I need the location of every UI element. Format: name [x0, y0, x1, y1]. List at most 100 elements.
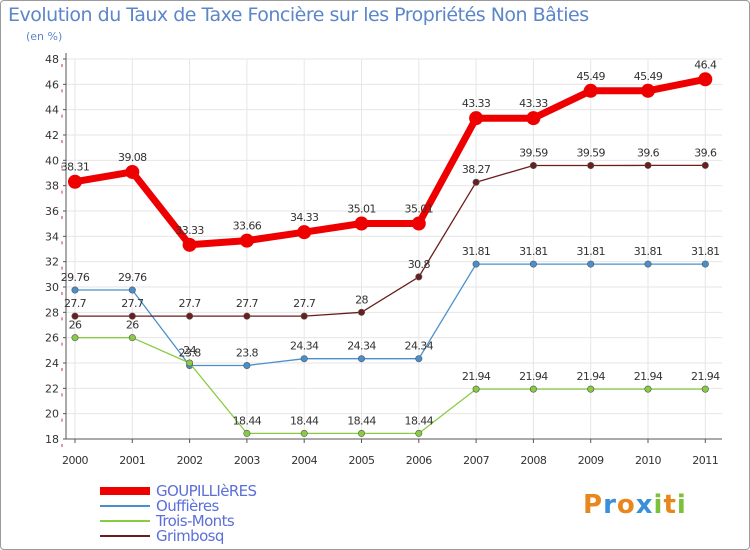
logo-letter: t [663, 490, 677, 520]
data-point [357, 429, 365, 437]
logo-letter: i [653, 490, 664, 520]
y-tick-label: 24 [45, 357, 59, 370]
data-point [354, 216, 369, 231]
data-point [644, 260, 652, 268]
data-label: 39.59 [519, 147, 548, 160]
data-label: 30.8 [408, 258, 431, 271]
data-point [128, 286, 136, 294]
data-point [701, 161, 709, 169]
data-point [243, 362, 251, 370]
data-label: 31.81 [576, 245, 605, 258]
data-point [587, 260, 595, 268]
data-label: 43.33 [462, 97, 491, 110]
data-point [300, 429, 308, 437]
legend-swatch [100, 505, 150, 507]
proxiti-logo: Proxiti [583, 490, 687, 520]
data-point [698, 72, 713, 87]
y-tick-label: 18 [45, 433, 59, 446]
data-point [587, 385, 595, 393]
data-label: 27.7 [64, 297, 87, 310]
x-tick-label: 2008 [520, 454, 546, 467]
data-point [243, 429, 251, 437]
data-label: 31.81 [462, 245, 491, 258]
data-point [415, 429, 423, 437]
data-label: 27.7 [179, 297, 202, 310]
data-label: 31.81 [519, 245, 548, 258]
x-tick-label: 2009 [578, 454, 604, 467]
data-label: 21.94 [691, 370, 720, 383]
y-tick-label: 40 [45, 154, 59, 167]
y-tick-label: 32 [45, 256, 59, 269]
legend-item: Grimbosq [100, 527, 360, 545]
y-tick-label: 26 [45, 332, 59, 345]
data-point [186, 312, 194, 320]
legend-swatch [100, 520, 150, 522]
data-point [472, 385, 480, 393]
data-point [68, 174, 82, 189]
data-point [472, 178, 480, 186]
data-point [300, 355, 308, 363]
y-tick-label: 44 [45, 104, 59, 117]
data-label: 43.33 [519, 97, 548, 110]
data-label: 39.6 [637, 146, 660, 159]
series-line-goupillières [71, 75, 709, 249]
data-label: 23.8 [179, 347, 202, 360]
data-point [357, 308, 365, 316]
data-label: 46.4 [694, 58, 717, 71]
x-tick-label: 2004 [291, 454, 317, 467]
data-label: 18.44 [233, 414, 262, 427]
data-point [71, 312, 79, 320]
data-label: 18.44 [405, 414, 434, 427]
data-point [529, 260, 537, 268]
data-label: 34.33 [290, 211, 319, 224]
data-point [701, 385, 709, 393]
line-chart: 18 20 22 24 26 28 30 32 34 36 38 40 42 44 46 48 2000 2001… [45, 53, 722, 467]
y-tick-label: 38 [45, 180, 59, 193]
data-label: 21.94 [462, 370, 491, 383]
series-line-trois-monts [74, 337, 706, 435]
legend-item: Trois-Monts [100, 512, 360, 530]
data-point [469, 111, 484, 126]
data-point [526, 111, 541, 126]
data-label: 21.94 [634, 370, 663, 383]
data-label: 27.7 [236, 297, 259, 310]
x-tick-label: 2003 [234, 454, 260, 467]
legend-label: Grimbosq [156, 527, 224, 545]
data-label: 21.94 [576, 370, 605, 383]
x-tick-label: 2005 [349, 454, 375, 467]
logo-letter: r [603, 490, 617, 520]
data-label: 39.6 [694, 146, 717, 159]
data-point [529, 162, 537, 170]
y-tick-label: 36 [45, 205, 59, 218]
data-label: 39.59 [576, 147, 605, 160]
data-point [583, 83, 598, 98]
logo-letter: i [676, 490, 687, 520]
data-point [644, 161, 652, 169]
data-label: 26 [126, 319, 139, 332]
logo-letter: P [583, 490, 604, 520]
data-point [411, 216, 426, 231]
data-point [701, 260, 709, 268]
legend-item: GOUPILLIèRES [100, 482, 360, 500]
data-point [125, 164, 140, 179]
data-point [300, 312, 308, 320]
data-label: 23.8 [236, 347, 259, 360]
data-label: 38.31 [61, 161, 90, 174]
data-label: 18.44 [290, 414, 319, 427]
y-tick-label: 22 [45, 382, 59, 395]
x-tick-label: 2002 [177, 454, 203, 467]
legend: GOUPILLIèRES Ouffières Trois-Monts Grimbosq [100, 482, 360, 545]
y-tick-label: 46 [45, 78, 59, 91]
data-point [243, 312, 251, 320]
data-point [529, 385, 537, 393]
legend-label: Ouffières [156, 497, 219, 515]
logo-letter: x [635, 490, 654, 520]
data-point [357, 355, 365, 363]
data-point [239, 233, 254, 248]
data-label: 28 [355, 293, 368, 306]
data-point [128, 334, 136, 342]
y-tick-label: 30 [45, 281, 59, 294]
data-point [415, 273, 423, 281]
data-point [186, 359, 194, 367]
y-tick-label: 20 [45, 408, 59, 421]
